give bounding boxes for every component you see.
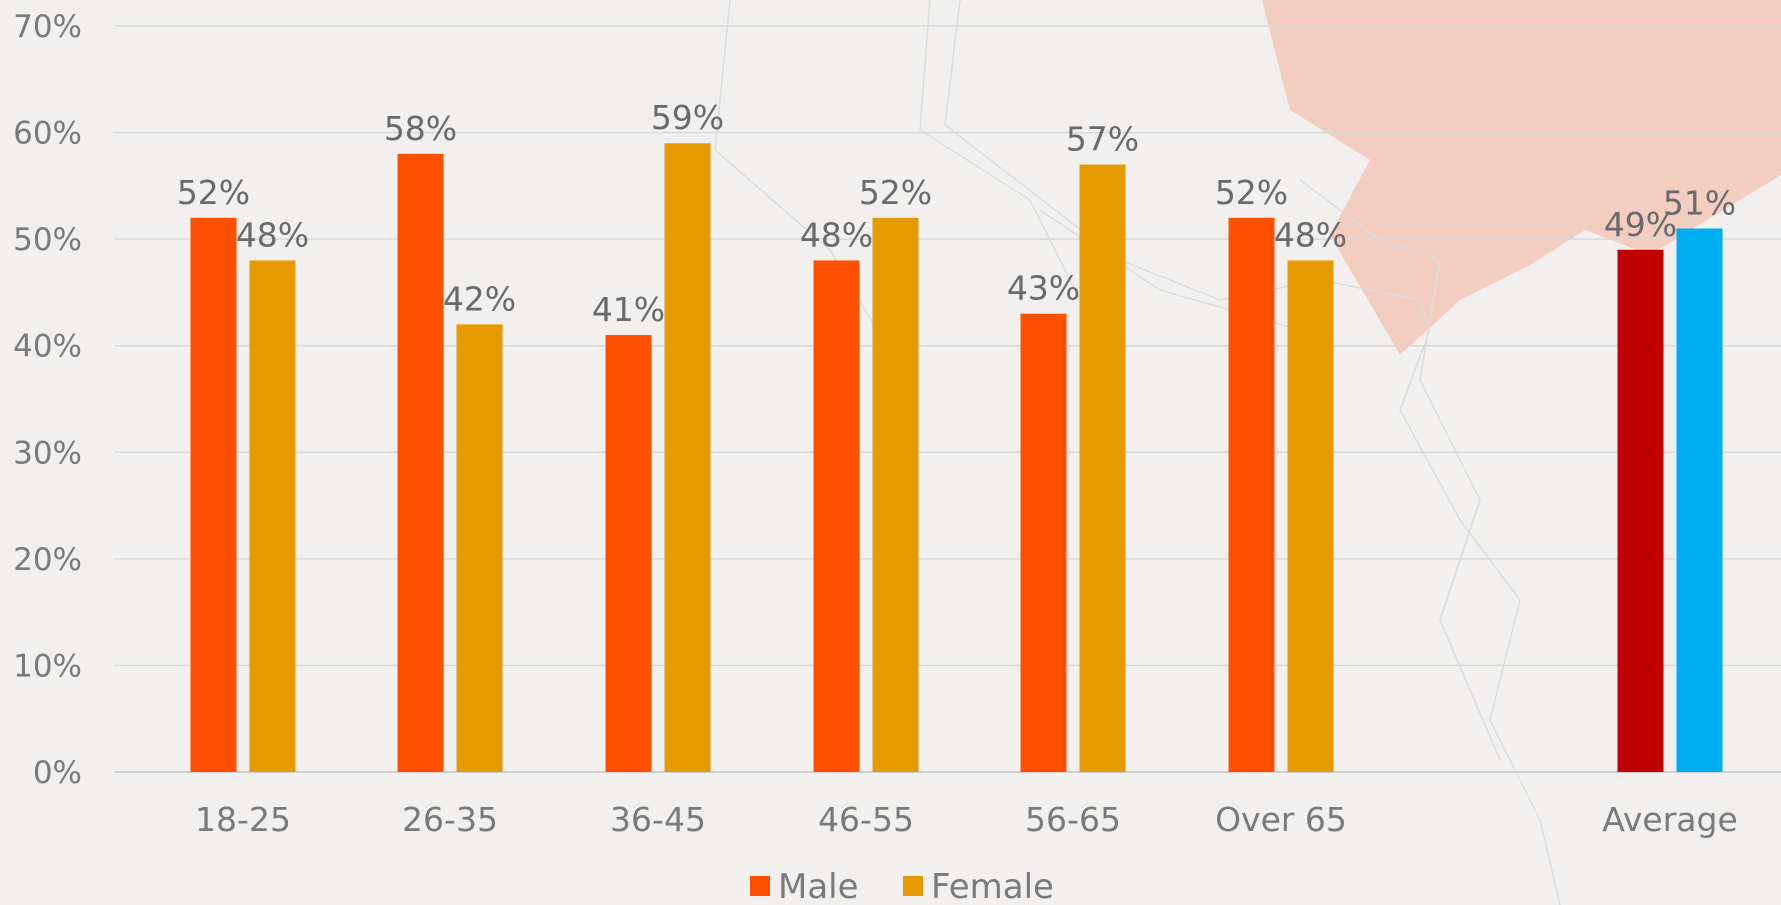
y-tick-label: 20% [13, 542, 82, 578]
decor-line-3 [1319, 279, 1561, 905]
y-tick-label: 40% [13, 329, 82, 365]
data-label-male-56-65: 43% [1007, 269, 1080, 308]
legend-swatch-female [903, 876, 923, 896]
data-label-female-36-45: 59% [651, 98, 724, 137]
y-tick-label: 70% [13, 9, 82, 45]
bar-male-average [1617, 249, 1664, 773]
legend: Male Female [750, 867, 1054, 905]
data-label-male-18-25: 52% [177, 173, 250, 212]
decor-line-4 [1299, 179, 1501, 761]
bar-male-26-35 [397, 153, 444, 772]
data-label-female-46-55: 52% [859, 173, 932, 212]
decor-line-0 [714, 0, 901, 371]
legend-label-female: Female [931, 867, 1054, 905]
gridlines [115, 25, 1781, 773]
x-category-label: 36-45 [610, 800, 706, 839]
data-label-female-over-65: 48% [1274, 215, 1347, 254]
bar-female-26-35 [456, 324, 503, 772]
y-tick-label: 60% [13, 116, 82, 152]
legend-label-male: Male [778, 867, 859, 905]
bar-female-56-65 [1079, 164, 1126, 773]
bar-male-over-65 [1228, 217, 1275, 773]
bar-male-36-45 [605, 335, 652, 772]
data-label-male-26-35: 58% [384, 109, 457, 148]
data-label-female-average: 51% [1663, 183, 1736, 222]
bar-female-18-25 [249, 260, 296, 772]
data-label-female-18-25: 48% [236, 215, 309, 254]
decor-line-1 [919, 0, 1081, 301]
y-axis-tick-labels: 0% 10% 20% 30% 40% 50% 60% 70% [13, 9, 82, 791]
data-label-female-56-65: 57% [1066, 120, 1139, 159]
x-category-label: 26-35 [402, 800, 498, 839]
y-tick-label: 0% [33, 755, 82, 791]
data-labels: 52%48%58%42% 41%59%48%52%43%57%52%48% 49%5… [177, 98, 1736, 329]
decor-map-shape [1262, 0, 1781, 355]
bar-male-46-55 [813, 260, 860, 772]
y-tick-label: 50% [13, 222, 82, 258]
data-label-male-over-65: 52% [1215, 173, 1288, 212]
x-category-label: 56-65 [1025, 800, 1121, 839]
x-axis-category-labels: 18-25 26-35 36-45 46-55 56-65 Over 65 Average [195, 800, 1738, 839]
bar-female-average [1676, 228, 1723, 772]
bar-male-56-65 [1020, 313, 1067, 772]
background-decoration [714, 0, 1781, 905]
data-label-female-26-35: 42% [443, 279, 516, 318]
y-tick-label: 30% [13, 435, 82, 471]
data-label-male-46-55: 48% [800, 215, 873, 254]
data-label-male-average: 49% [1604, 205, 1677, 244]
x-category-label: 18-25 [195, 800, 291, 839]
x-category-label: Average [1602, 800, 1738, 839]
bars [190, 143, 1723, 773]
data-label-male-36-45: 41% [592, 290, 665, 329]
legend-swatch-male [750, 876, 770, 896]
bar-female-46-55 [872, 217, 919, 773]
y-tick-label: 10% [13, 648, 82, 684]
x-category-label: Over 65 [1215, 800, 1347, 839]
bar-female-over-65 [1287, 260, 1334, 772]
bar-female-36-45 [664, 143, 711, 772]
bar-male-18-25 [190, 217, 237, 773]
x-category-label: 46-55 [818, 800, 914, 839]
